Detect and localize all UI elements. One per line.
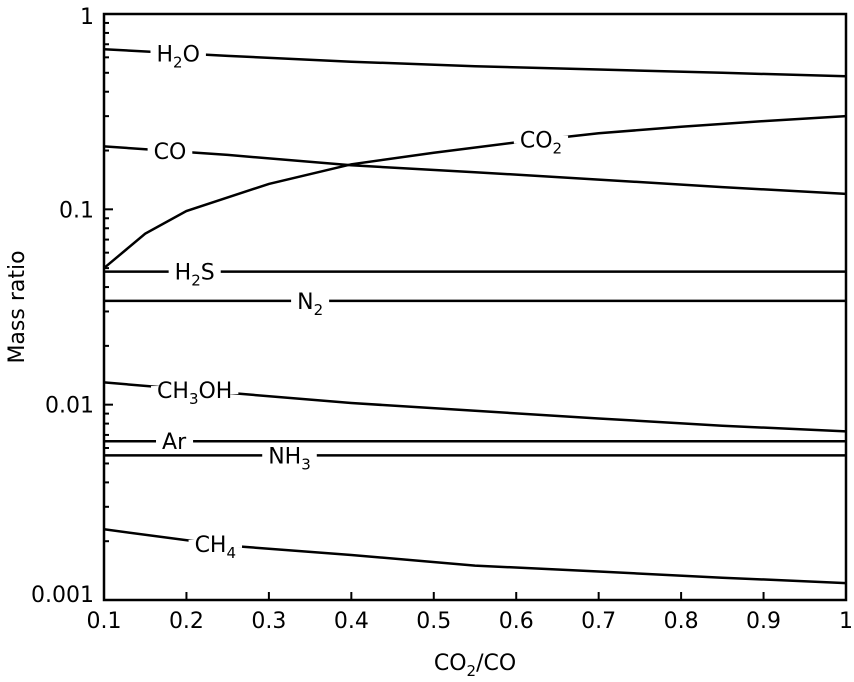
- series-label-co: CO: [154, 140, 187, 165]
- series-label-gap-h2s: [168, 267, 221, 276]
- series-label-h2s: H2S: [175, 261, 215, 290]
- x-axis: 0.1 0.2 0.3 0.4 0.5 0.6 0.7 0.8 0.9 1: [87, 592, 853, 634]
- series-labels: H2O CO2 CO H2S N2 CH3OH Ar NH3 CH4: [147, 42, 569, 562]
- series-label-ch3oh: CH3OH: [157, 379, 232, 408]
- series-label-gap-h2o: [150, 49, 206, 58]
- series-label-ar: Ar: [162, 430, 187, 455]
- y-tick-label: 1: [80, 5, 94, 30]
- x-tick-label: 0.5: [416, 609, 451, 634]
- x-axis-title: CO2/CO: [434, 651, 516, 680]
- x-tick-label: 0.7: [581, 609, 616, 634]
- series-label-gap-nh3: [262, 451, 317, 460]
- series-label-gap-ar: [156, 437, 194, 446]
- x-tick-label: 0.9: [746, 609, 781, 634]
- y-tick-label: 0.01: [45, 394, 94, 419]
- x-tick-label: 0.1: [87, 609, 122, 634]
- x-tick-label: 1: [839, 609, 853, 634]
- series-label-gap-n2: [291, 296, 330, 305]
- series-line-co2: [104, 114, 846, 270]
- series-label-gap-ch3oh: [151, 386, 239, 395]
- series-label-h2o: H2O: [156, 42, 199, 71]
- series-label-gap-co2: [513, 135, 569, 144]
- plot-frame: [102, 12, 848, 602]
- y-axis-title: Mass ratio: [5, 250, 30, 363]
- x-tick-label: 0.3: [251, 609, 286, 634]
- series-label-ch4: CH4: [195, 533, 236, 562]
- series-label-gap-ch4: [188, 539, 243, 548]
- x-tick-label: 0.2: [169, 609, 204, 634]
- series-label-gap-co: [147, 146, 193, 155]
- series-label-nh3: NH3: [268, 444, 311, 473]
- y-tick-label: 0.001: [31, 583, 94, 608]
- series-line-h2o: [104, 47, 846, 78]
- x-tick-label: 0.6: [499, 609, 534, 634]
- y-axis: 1 0.1 0.01 0.001: [31, 5, 113, 608]
- series-curves: [104, 47, 846, 585]
- series-line-co: [104, 145, 846, 196]
- series-label-co2: CO2: [520, 129, 562, 158]
- y-tick-label: 0.1: [59, 198, 94, 223]
- x-tick-label: 0.8: [664, 609, 699, 634]
- x-tick-label: 0.4: [334, 609, 369, 634]
- series-label-n2: N2: [297, 290, 323, 319]
